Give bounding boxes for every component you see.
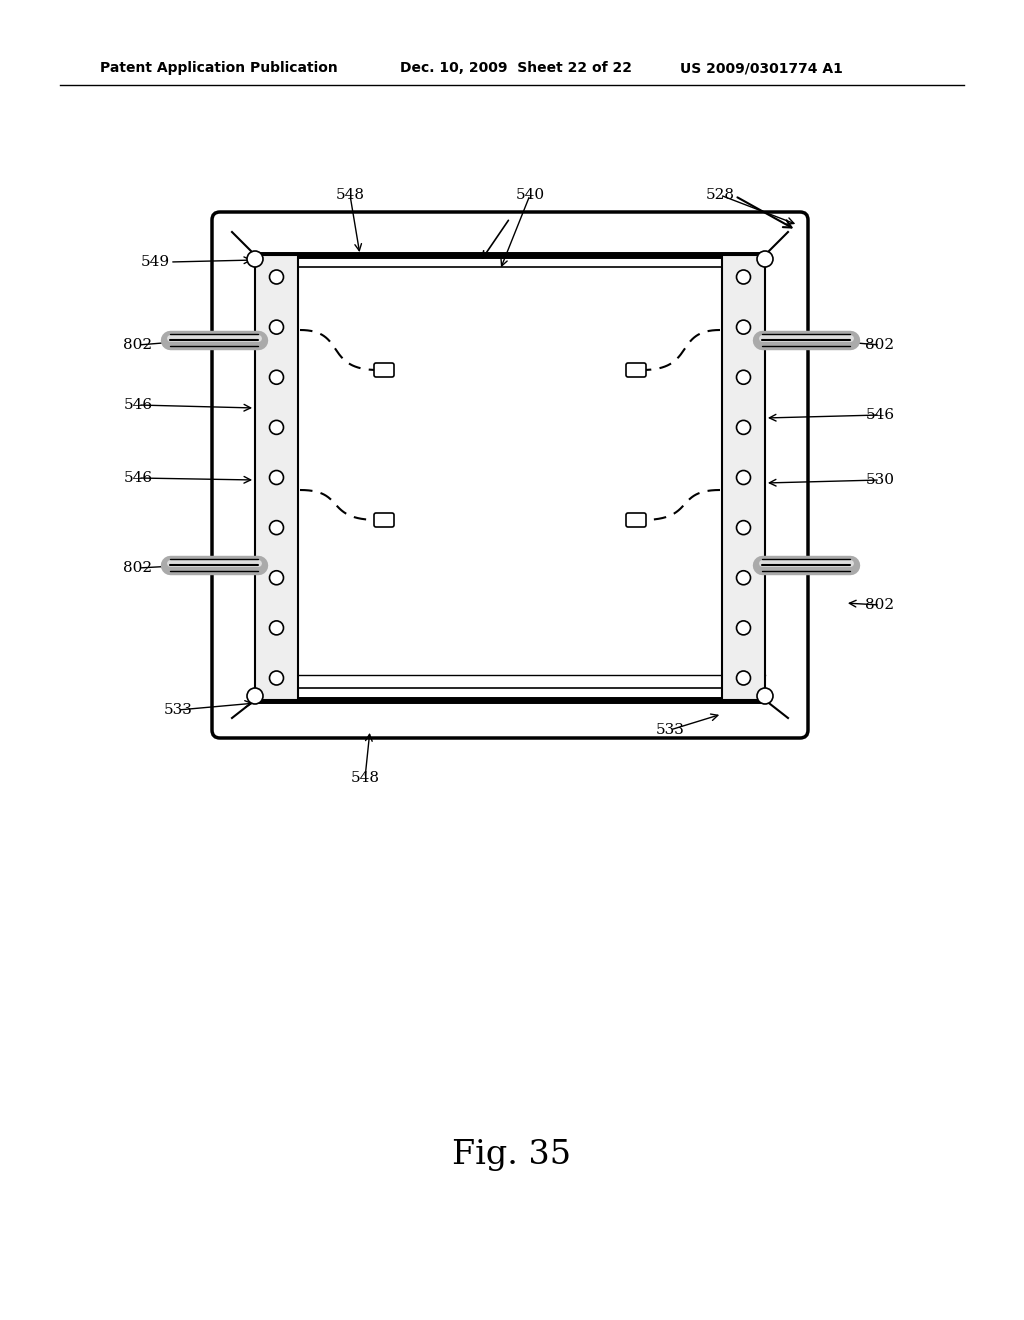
- Text: Dec. 10, 2009  Sheet 22 of 22: Dec. 10, 2009 Sheet 22 of 22: [400, 61, 632, 75]
- Text: 528: 528: [706, 187, 734, 202]
- Circle shape: [736, 420, 751, 434]
- Circle shape: [269, 570, 284, 585]
- Circle shape: [269, 671, 284, 685]
- Circle shape: [736, 620, 751, 635]
- Text: 533: 533: [655, 723, 684, 737]
- Bar: [255, 255, 298, 700]
- Text: US 2009/0301774 A1: US 2009/0301774 A1: [680, 61, 843, 75]
- Circle shape: [269, 271, 284, 284]
- Circle shape: [247, 251, 263, 267]
- Text: 546: 546: [865, 408, 895, 422]
- Text: 548: 548: [350, 771, 380, 785]
- Text: 802: 802: [124, 338, 153, 352]
- FancyBboxPatch shape: [626, 513, 646, 527]
- Text: 802: 802: [865, 338, 895, 352]
- Text: Patent Application Publication: Patent Application Publication: [100, 61, 338, 75]
- Circle shape: [736, 570, 751, 585]
- Text: 533: 533: [164, 704, 193, 717]
- Circle shape: [736, 370, 751, 384]
- Text: Fig. 35: Fig. 35: [453, 1139, 571, 1171]
- Text: 546: 546: [124, 471, 153, 484]
- FancyBboxPatch shape: [374, 363, 394, 378]
- Text: 802: 802: [124, 561, 153, 576]
- Circle shape: [269, 420, 284, 434]
- FancyBboxPatch shape: [374, 513, 394, 527]
- Circle shape: [736, 321, 751, 334]
- Circle shape: [736, 520, 751, 535]
- FancyBboxPatch shape: [626, 363, 646, 378]
- Circle shape: [757, 688, 773, 704]
- Circle shape: [736, 671, 751, 685]
- Text: 549: 549: [141, 255, 170, 269]
- Text: 546: 546: [124, 399, 153, 412]
- Bar: [722, 255, 765, 700]
- Text: 540: 540: [515, 187, 545, 202]
- Circle shape: [269, 321, 284, 334]
- Text: 530: 530: [865, 473, 895, 487]
- Circle shape: [269, 620, 284, 635]
- Circle shape: [736, 271, 751, 284]
- Circle shape: [269, 470, 284, 484]
- Text: 548: 548: [336, 187, 365, 202]
- Circle shape: [247, 688, 263, 704]
- Circle shape: [757, 251, 773, 267]
- Text: 802: 802: [865, 598, 895, 612]
- Circle shape: [736, 470, 751, 484]
- Circle shape: [269, 370, 284, 384]
- Circle shape: [269, 520, 284, 535]
